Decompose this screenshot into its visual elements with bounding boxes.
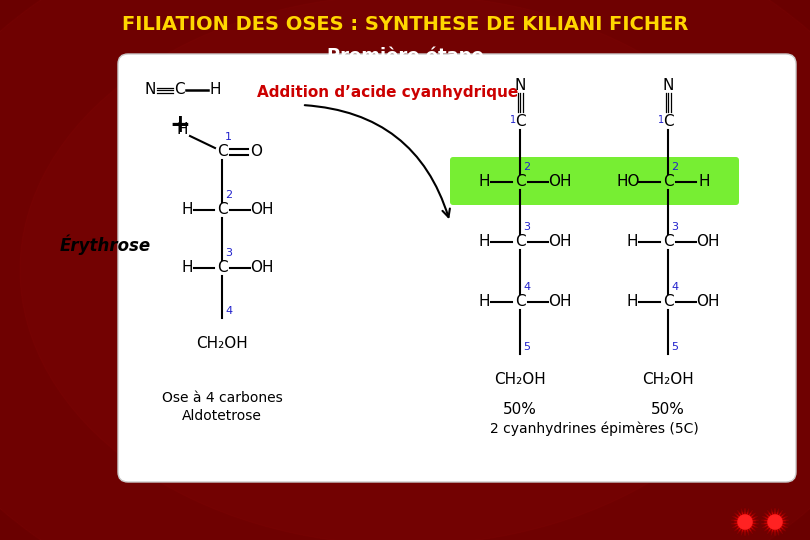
Text: C: C (663, 114, 673, 130)
Text: 1: 1 (509, 115, 516, 125)
Polygon shape (731, 508, 759, 536)
Text: 2: 2 (225, 190, 232, 200)
Text: OH: OH (548, 174, 572, 190)
Text: N: N (663, 78, 674, 93)
Text: CH₂OH: CH₂OH (196, 336, 248, 351)
Text: 3: 3 (523, 222, 530, 232)
Text: 5: 5 (523, 342, 530, 352)
Text: 4: 4 (225, 306, 232, 316)
Text: 4: 4 (523, 282, 530, 292)
Text: 3: 3 (671, 222, 678, 232)
Text: C: C (514, 114, 526, 130)
Circle shape (768, 515, 782, 529)
Text: C: C (663, 234, 673, 249)
FancyBboxPatch shape (118, 54, 796, 482)
Text: C: C (514, 234, 526, 249)
Text: H: H (478, 294, 490, 309)
Ellipse shape (160, 95, 650, 445)
Text: OH: OH (697, 294, 720, 309)
Text: 4: 4 (671, 282, 678, 292)
Text: 50%: 50% (503, 402, 537, 417)
Text: CH₂OH: CH₂OH (494, 372, 546, 387)
Text: OH: OH (548, 234, 572, 249)
Circle shape (738, 515, 752, 529)
Text: N: N (144, 83, 156, 98)
Text: OH: OH (697, 234, 720, 249)
FancyBboxPatch shape (450, 157, 739, 205)
Text: +: + (169, 113, 190, 137)
Text: C: C (663, 174, 673, 190)
Text: 2 cyanhydrines épimères (5C): 2 cyanhydrines épimères (5C) (489, 422, 698, 436)
Text: H: H (478, 174, 490, 190)
Text: H: H (626, 294, 637, 309)
Text: C: C (663, 294, 673, 309)
Text: Addition d’acide cyanhydrique: Addition d’acide cyanhydrique (258, 85, 518, 100)
Text: H: H (478, 234, 490, 249)
Text: O: O (250, 145, 262, 159)
Text: HO: HO (616, 174, 640, 190)
Text: C: C (217, 145, 228, 159)
Text: H: H (181, 202, 193, 218)
Text: C: C (514, 174, 526, 190)
Text: 3: 3 (225, 248, 232, 258)
Text: Aldotetrose: Aldotetrose (182, 409, 262, 423)
Polygon shape (761, 508, 789, 536)
Text: Érythrose: Érythrose (60, 235, 151, 255)
Text: H: H (626, 234, 637, 249)
Text: OH: OH (250, 202, 274, 218)
Text: 1: 1 (658, 115, 664, 125)
Text: H: H (209, 83, 221, 98)
Text: C: C (173, 83, 185, 98)
Text: OH: OH (250, 260, 274, 275)
Text: OH: OH (548, 294, 572, 309)
Text: H: H (181, 260, 193, 275)
Text: H: H (698, 174, 710, 190)
Text: 2: 2 (671, 162, 678, 172)
Text: C: C (514, 294, 526, 309)
Text: 50%: 50% (651, 402, 685, 417)
Text: Première étape: Première étape (326, 47, 484, 65)
Text: C: C (217, 260, 228, 275)
Text: H: H (177, 123, 188, 138)
FancyArrowPatch shape (305, 105, 450, 217)
Text: N: N (514, 78, 526, 93)
Text: 5: 5 (671, 342, 678, 352)
Text: 1: 1 (225, 132, 232, 142)
Text: Ose à 4 carbones: Ose à 4 carbones (162, 391, 283, 405)
Text: C: C (217, 202, 228, 218)
Ellipse shape (20, 0, 790, 540)
Text: FILIATION DES OSES : SYNTHESE DE KILIANI FICHER: FILIATION DES OSES : SYNTHESE DE KILIANI… (122, 15, 688, 33)
Text: 2: 2 (523, 162, 530, 172)
Text: CH₂OH: CH₂OH (642, 372, 694, 387)
